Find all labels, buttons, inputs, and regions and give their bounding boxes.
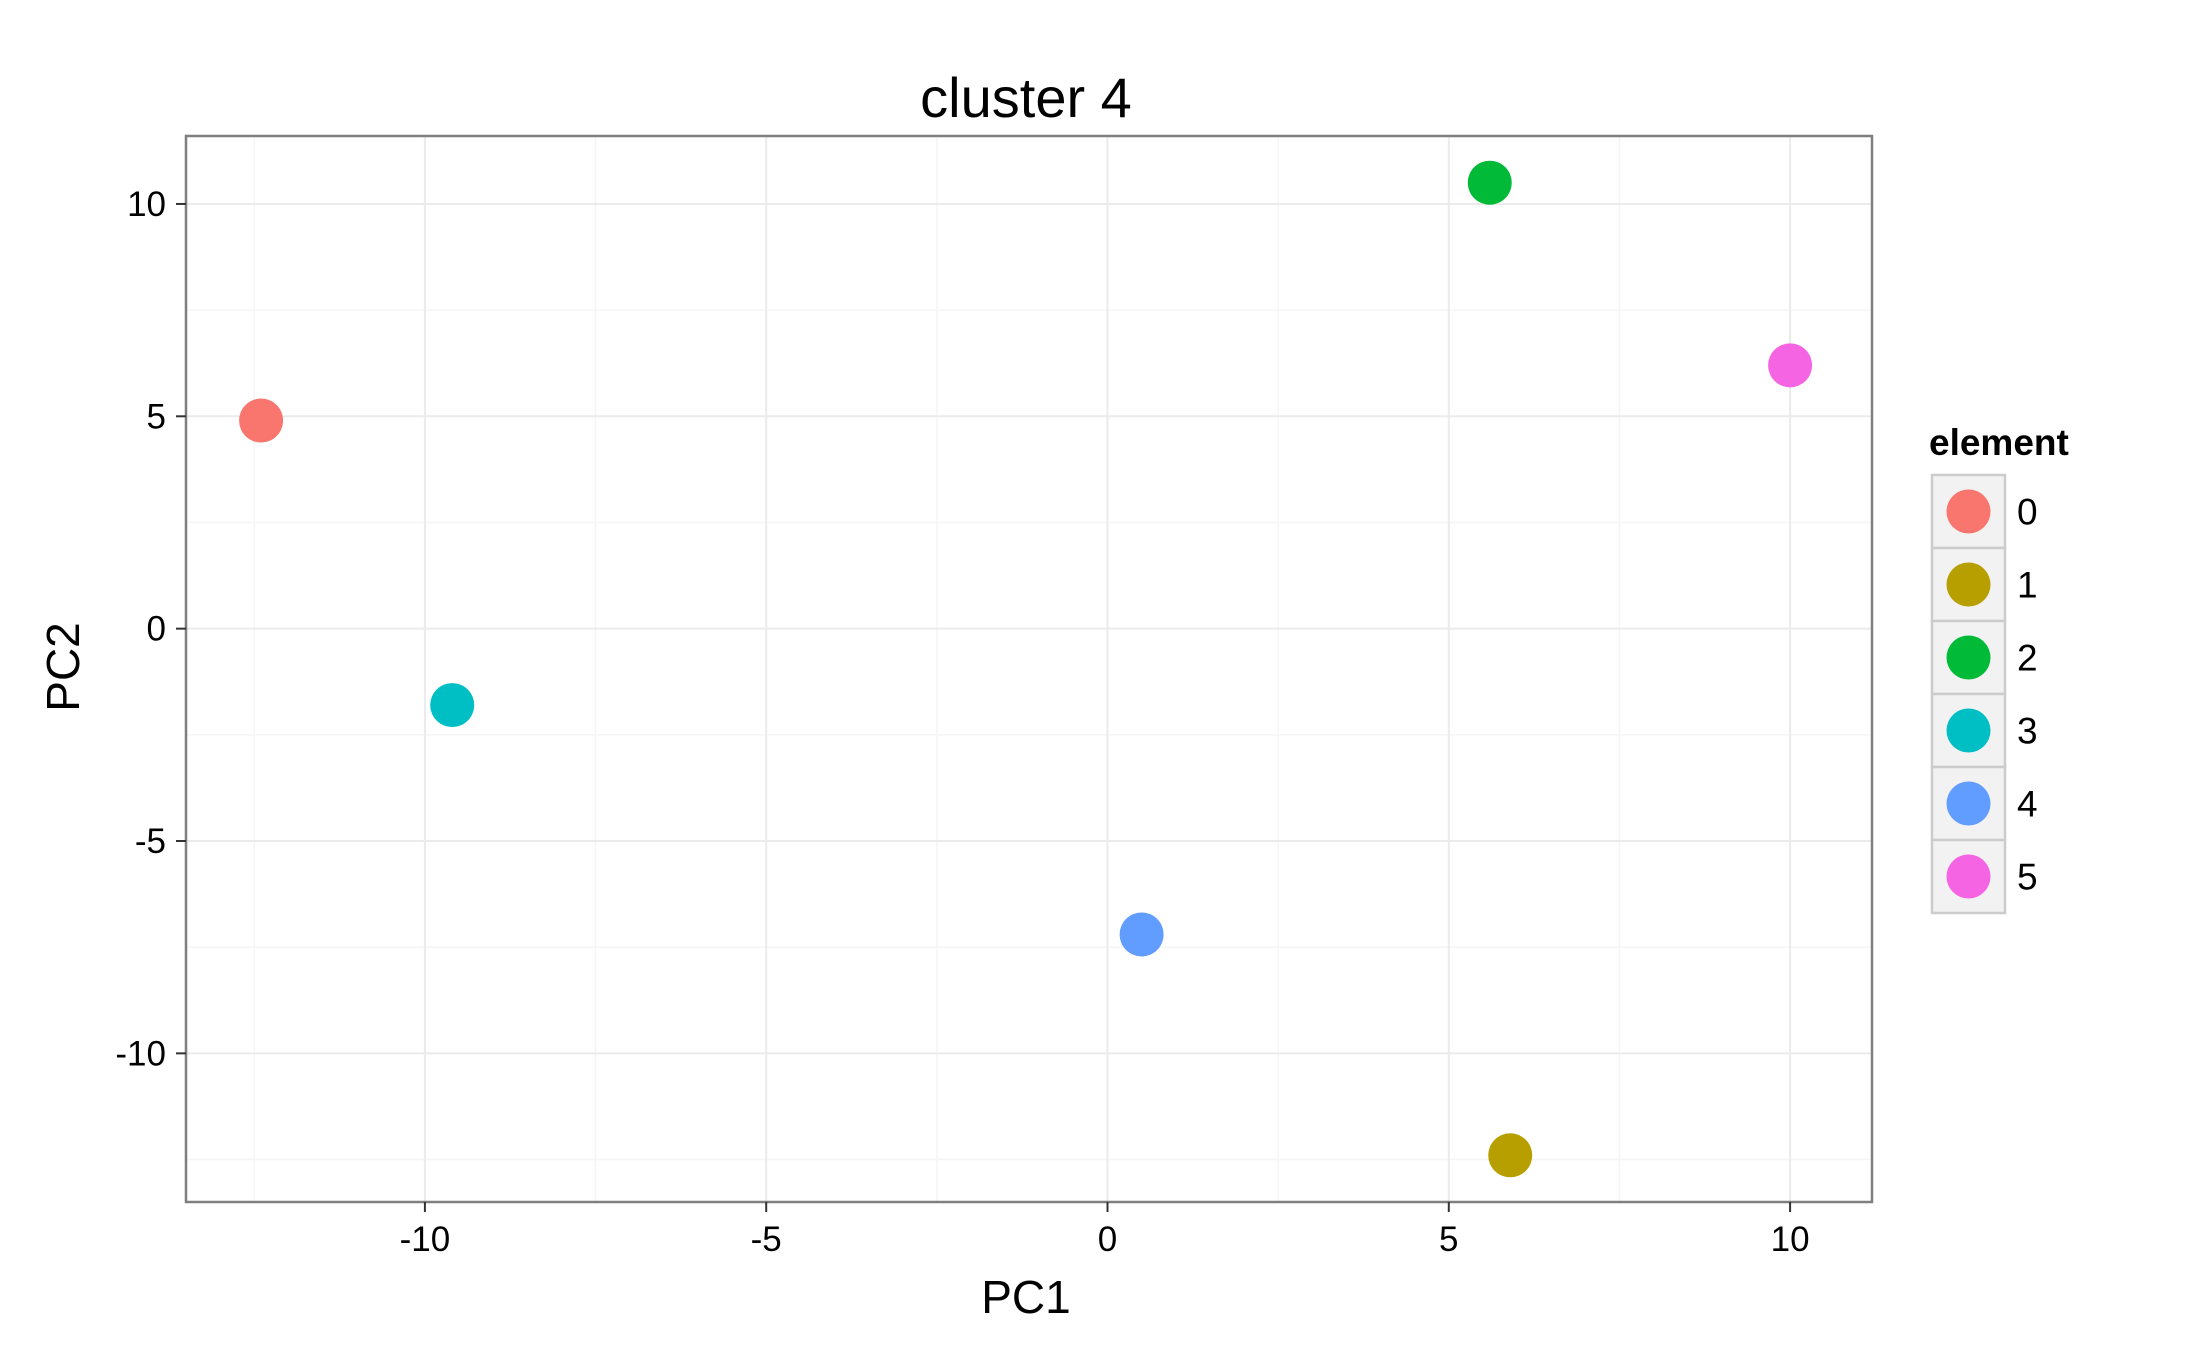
x-tick-label: -5 — [751, 1220, 782, 1259]
data-point-element-2 — [1468, 161, 1512, 205]
data-point-element-5 — [1768, 343, 1812, 387]
y-tick-label: 10 — [127, 185, 166, 224]
y-axis-title: PC2 — [37, 622, 89, 711]
legend-swatch-2 — [1947, 636, 1991, 680]
legend-label-5: 5 — [2017, 857, 2038, 898]
y-tick-label: 5 — [147, 397, 166, 436]
y-tick-label: 0 — [147, 610, 166, 649]
x-tick-label: 0 — [1098, 1220, 1117, 1259]
legend-swatch-4 — [1947, 782, 1991, 826]
chart-title: cluster 4 — [920, 66, 1132, 129]
data-point-element-4 — [1120, 912, 1164, 956]
x-axis-title: PC1 — [981, 1271, 1070, 1323]
x-tick-label: 5 — [1439, 1220, 1458, 1259]
legend-label-2: 2 — [2017, 638, 2038, 679]
y-tick-label: -5 — [135, 822, 166, 861]
data-point-element-1 — [1488, 1133, 1532, 1177]
legend-label-0: 0 — [2017, 492, 2038, 533]
legend-swatch-0 — [1947, 490, 1991, 534]
legend-label-4: 4 — [2017, 784, 2038, 825]
legend-title: element — [1929, 422, 2069, 463]
legend-label-3: 3 — [2017, 711, 2038, 752]
x-tick-label: -10 — [400, 1220, 451, 1259]
data-point-element-0 — [239, 399, 283, 443]
legend-swatch-5 — [1947, 855, 1991, 899]
legend-swatch-1 — [1947, 563, 1991, 607]
data-point-element-3 — [430, 683, 474, 727]
legend-swatch-3 — [1947, 709, 1991, 753]
legend-label-1: 1 — [2017, 565, 2038, 606]
x-tick-label: 10 — [1771, 1220, 1810, 1259]
y-tick-label: -10 — [115, 1034, 166, 1073]
